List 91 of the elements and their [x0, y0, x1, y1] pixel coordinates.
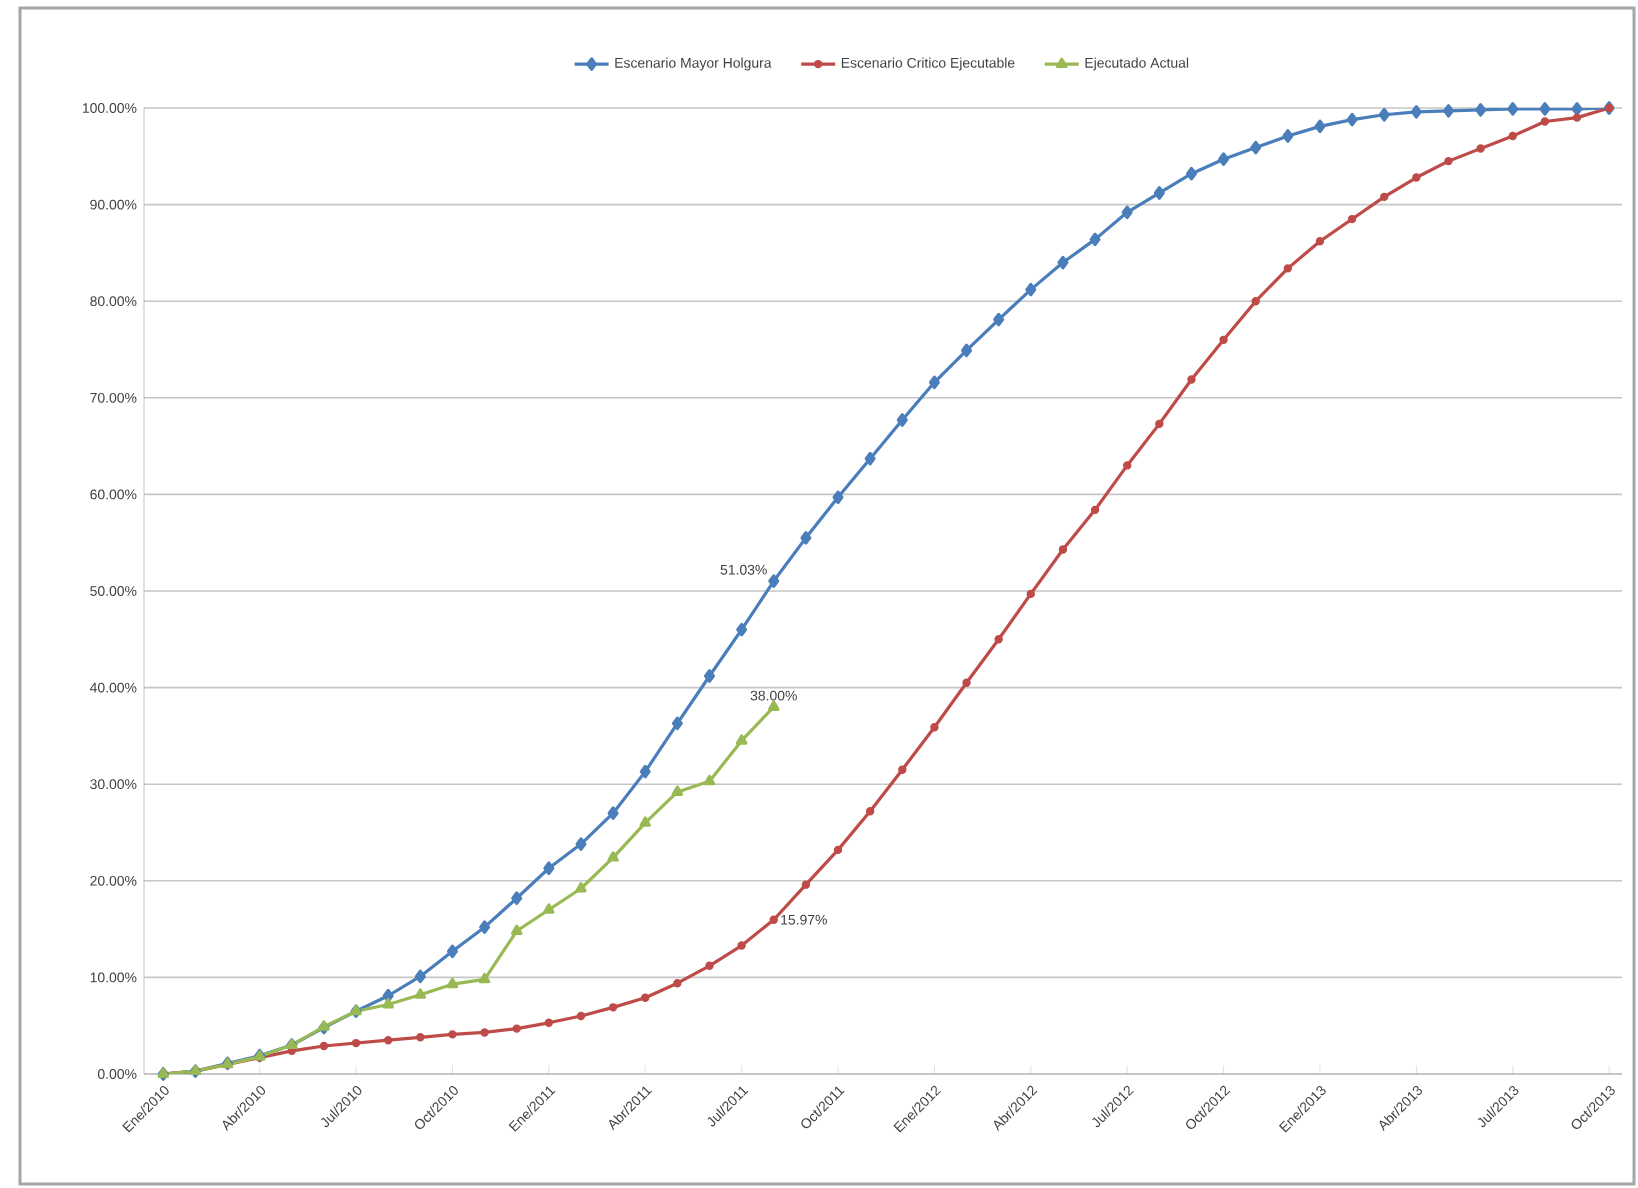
point [351, 1038, 361, 1048]
point [575, 882, 587, 893]
point [1540, 117, 1550, 126]
point [511, 891, 523, 905]
point [639, 764, 651, 779]
point [1412, 173, 1421, 182]
point [448, 1030, 457, 1039]
point [1251, 296, 1260, 306]
point [1572, 113, 1582, 122]
point [768, 700, 780, 711]
point [608, 1003, 618, 1012]
point [1185, 166, 1197, 181]
point [1187, 375, 1196, 384]
point [1508, 131, 1517, 141]
point [1443, 104, 1454, 118]
point [1058, 545, 1068, 554]
point [1025, 282, 1037, 297]
point [1122, 461, 1132, 470]
point [1057, 255, 1069, 270]
point [383, 1035, 393, 1045]
point [416, 1033, 425, 1042]
point [930, 723, 939, 732]
point [478, 972, 491, 984]
point [1218, 152, 1230, 166]
point [671, 716, 683, 731]
point [510, 924, 523, 936]
point [1283, 264, 1293, 273]
point [607, 806, 619, 820]
point [896, 413, 908, 427]
point [1153, 186, 1165, 200]
point [1155, 419, 1164, 429]
point [1444, 156, 1453, 166]
point [1346, 112, 1358, 127]
point [543, 861, 555, 876]
point [1476, 144, 1485, 153]
point [993, 312, 1005, 327]
point [1282, 129, 1294, 143]
point [1410, 105, 1422, 119]
point [641, 993, 650, 1002]
point [1571, 102, 1583, 116]
point [575, 837, 587, 851]
point [414, 969, 426, 984]
point [1347, 214, 1357, 224]
point [769, 915, 778, 924]
point [1475, 103, 1487, 117]
point [1026, 589, 1036, 599]
point [382, 998, 394, 1009]
point [768, 574, 780, 588]
point [639, 816, 651, 827]
point [607, 851, 619, 862]
point [480, 1028, 489, 1037]
point [801, 880, 811, 889]
point [800, 531, 812, 545]
point [1314, 119, 1326, 134]
point [1219, 335, 1228, 345]
point [703, 774, 716, 786]
point [994, 635, 1003, 644]
point [865, 807, 875, 816]
point [414, 988, 427, 999]
point [319, 1041, 329, 1051]
point [446, 977, 459, 989]
point [671, 785, 684, 796]
point [833, 845, 843, 855]
point [735, 734, 748, 745]
point [928, 375, 940, 390]
point [1539, 102, 1551, 116]
point [479, 920, 491, 934]
point [544, 1018, 554, 1027]
point [1250, 140, 1262, 155]
point [736, 622, 748, 637]
point [1090, 505, 1100, 515]
point [446, 944, 458, 959]
point [864, 451, 876, 466]
point [512, 1024, 521, 1033]
point [704, 669, 715, 683]
point [961, 343, 973, 358]
point [382, 988, 394, 1003]
point [1507, 102, 1519, 116]
point [898, 765, 907, 774]
point [576, 1011, 586, 1021]
point [1089, 232, 1101, 247]
point [1121, 205, 1133, 220]
point [737, 941, 746, 950]
point [1380, 192, 1389, 202]
point [962, 678, 971, 687]
point [673, 978, 682, 988]
point [705, 961, 714, 971]
point [832, 490, 844, 505]
point [543, 903, 555, 914]
point [1378, 107, 1390, 122]
point [1315, 237, 1325, 246]
